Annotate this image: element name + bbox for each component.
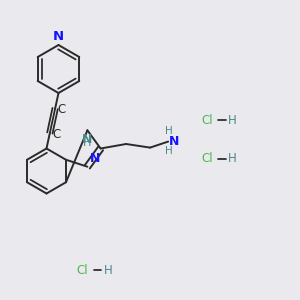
Text: H: H <box>228 113 237 127</box>
Text: H: H <box>228 152 237 166</box>
Text: Cl: Cl <box>201 113 213 127</box>
Text: N: N <box>53 30 64 43</box>
Text: N: N <box>90 152 100 165</box>
Text: H: H <box>103 263 112 277</box>
Text: H: H <box>165 126 173 136</box>
Text: Cl: Cl <box>76 263 88 277</box>
Text: H: H <box>165 146 173 156</box>
Text: Cl: Cl <box>201 152 213 166</box>
Text: C: C <box>58 103 66 116</box>
Text: N: N <box>169 135 180 148</box>
Text: C: C <box>52 128 60 141</box>
Text: H: H <box>82 138 91 148</box>
Text: N: N <box>82 133 92 146</box>
